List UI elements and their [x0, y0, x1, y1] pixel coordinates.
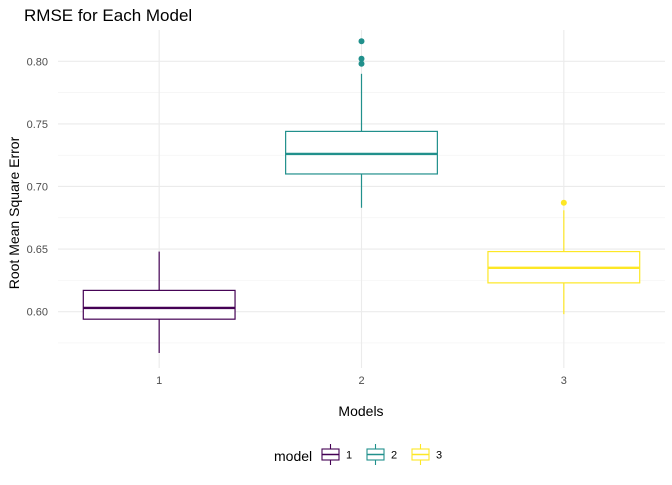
box-1 — [82, 251, 236, 353]
legend-title: model — [274, 448, 312, 464]
legend-label: 2 — [391, 450, 397, 462]
box-series — [82, 38, 641, 353]
y-tick-label: 0.60 — [27, 307, 48, 319]
y-tick-label: 0.65 — [27, 244, 48, 256]
legend-item-3: 3 — [411, 444, 442, 465]
y-tick-label: 0.80 — [27, 56, 48, 68]
box-3 — [487, 199, 641, 315]
y-tick-label: 0.70 — [27, 181, 48, 193]
legend: model 1 2 3 — [274, 444, 442, 465]
box-iqr — [285, 130, 438, 175]
x-tick-label: 2 — [358, 375, 364, 387]
outlier-point — [358, 38, 365, 45]
legend-label: 3 — [436, 450, 442, 462]
y-axis-title: Root Mean Square Error — [6, 136, 22, 289]
box-2 — [285, 38, 438, 208]
x-axis-ticks: 1 2 3 — [156, 375, 567, 387]
outlier-point — [560, 199, 567, 206]
legend-label: 1 — [346, 450, 352, 462]
outlier-point — [358, 60, 365, 67]
outlier-point — [358, 55, 365, 62]
chart-title: RMSE for Each Model — [24, 6, 192, 25]
legend-item-1: 1 — [321, 444, 352, 465]
x-axis-title: Models — [338, 403, 383, 419]
x-tick-label: 3 — [561, 375, 567, 387]
y-tick-label: 0.75 — [27, 119, 48, 131]
x-tick-label: 1 — [156, 375, 162, 387]
legend-item-2: 2 — [366, 444, 397, 465]
box-iqr — [82, 289, 236, 320]
y-axis-ticks: 0.60 0.65 0.70 0.75 0.80 — [27, 56, 48, 318]
